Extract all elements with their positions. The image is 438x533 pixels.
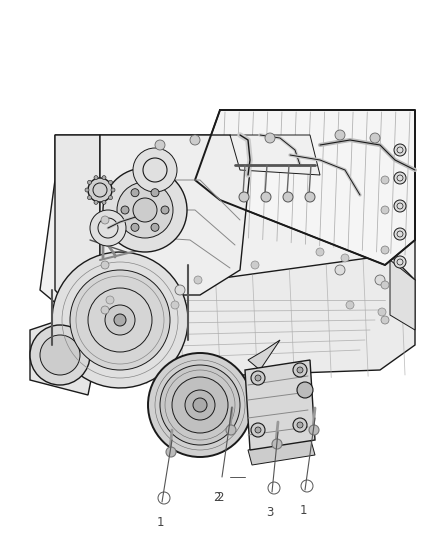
Circle shape [133, 148, 177, 192]
Circle shape [151, 223, 159, 231]
Polygon shape [248, 437, 315, 465]
Circle shape [105, 305, 135, 335]
Polygon shape [230, 135, 320, 175]
Circle shape [70, 270, 170, 370]
Polygon shape [245, 360, 315, 450]
Circle shape [381, 176, 389, 184]
Circle shape [381, 316, 389, 324]
Circle shape [160, 365, 240, 445]
Circle shape [293, 418, 307, 432]
Circle shape [394, 228, 406, 240]
Circle shape [88, 196, 92, 200]
Circle shape [103, 168, 187, 252]
Circle shape [131, 189, 139, 197]
Circle shape [255, 375, 261, 381]
Circle shape [394, 200, 406, 212]
Circle shape [316, 248, 324, 256]
Circle shape [40, 335, 80, 375]
Circle shape [251, 261, 259, 269]
Circle shape [255, 427, 261, 433]
Circle shape [114, 314, 126, 326]
Circle shape [297, 422, 303, 428]
Circle shape [88, 178, 112, 202]
Circle shape [85, 188, 89, 192]
Circle shape [109, 196, 113, 200]
Circle shape [381, 246, 389, 254]
Polygon shape [52, 252, 188, 388]
Circle shape [161, 206, 169, 214]
Circle shape [293, 363, 307, 377]
Polygon shape [60, 255, 415, 380]
Circle shape [378, 308, 386, 316]
Circle shape [381, 206, 389, 214]
Circle shape [109, 180, 113, 184]
Circle shape [239, 192, 249, 202]
Circle shape [226, 425, 236, 435]
Circle shape [381, 281, 389, 289]
Circle shape [101, 216, 109, 224]
Circle shape [101, 261, 109, 269]
Polygon shape [30, 310, 95, 395]
Polygon shape [55, 135, 100, 340]
Circle shape [272, 439, 282, 449]
Circle shape [121, 206, 129, 214]
Text: 2: 2 [213, 491, 221, 504]
Circle shape [193, 398, 207, 412]
Circle shape [305, 192, 315, 202]
Circle shape [261, 192, 271, 202]
Circle shape [102, 200, 106, 204]
Circle shape [155, 140, 165, 150]
Circle shape [394, 144, 406, 156]
Text: 1: 1 [156, 516, 164, 529]
Circle shape [297, 382, 313, 398]
Circle shape [335, 130, 345, 140]
Polygon shape [195, 110, 415, 265]
Circle shape [172, 377, 228, 433]
Circle shape [171, 301, 179, 309]
Polygon shape [390, 260, 415, 330]
Circle shape [175, 285, 185, 295]
Circle shape [90, 210, 126, 246]
Circle shape [148, 353, 252, 457]
Circle shape [131, 223, 139, 231]
Circle shape [251, 371, 265, 385]
Circle shape [151, 189, 159, 197]
Circle shape [94, 200, 98, 204]
Circle shape [106, 296, 114, 304]
Circle shape [341, 254, 349, 262]
Text: 3: 3 [266, 506, 274, 519]
Circle shape [111, 188, 115, 192]
Circle shape [335, 265, 345, 275]
Circle shape [133, 198, 157, 222]
Circle shape [375, 275, 385, 285]
Circle shape [166, 447, 176, 457]
Polygon shape [40, 135, 415, 340]
Circle shape [251, 423, 265, 437]
Circle shape [283, 192, 293, 202]
Circle shape [346, 301, 354, 309]
Circle shape [102, 176, 106, 180]
Polygon shape [100, 135, 250, 295]
Circle shape [130, 295, 140, 305]
Circle shape [88, 180, 92, 184]
Circle shape [94, 176, 98, 180]
Circle shape [185, 390, 215, 420]
Circle shape [194, 276, 202, 284]
Text: 1: 1 [299, 504, 307, 517]
Polygon shape [248, 340, 280, 370]
Circle shape [190, 135, 200, 145]
Circle shape [297, 367, 303, 373]
Circle shape [309, 425, 319, 435]
Circle shape [30, 325, 90, 385]
Circle shape [370, 133, 380, 143]
Circle shape [101, 306, 109, 314]
Text: 2: 2 [216, 491, 224, 504]
Circle shape [265, 133, 275, 143]
Circle shape [117, 182, 173, 238]
Circle shape [394, 256, 406, 268]
Circle shape [394, 172, 406, 184]
